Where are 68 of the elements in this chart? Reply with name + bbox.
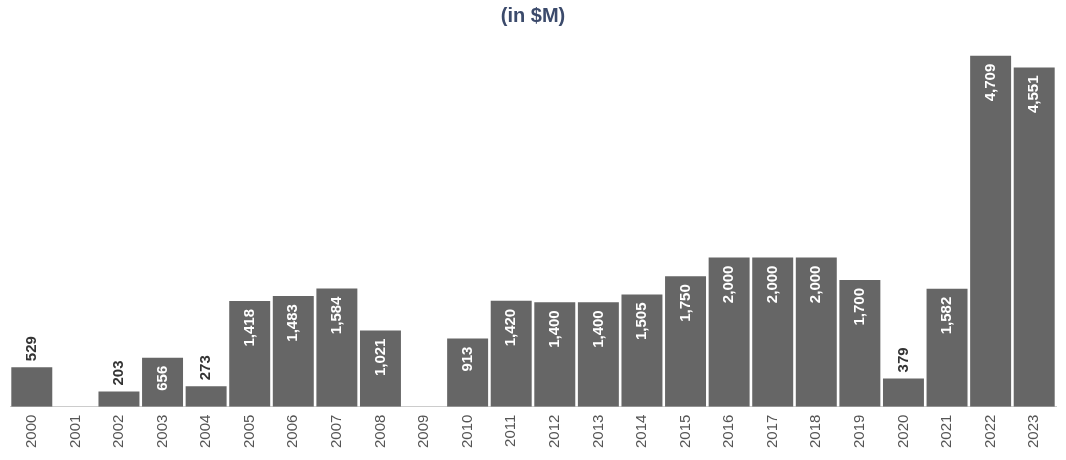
- bar: [359, 330, 401, 407]
- x-tick-label: 2023: [1024, 414, 1042, 449]
- x-tick-label: 2020: [893, 414, 911, 449]
- x-tick-label: 2014: [632, 414, 650, 449]
- x-tick-label: 2019: [850, 414, 868, 449]
- data-label: 1,582: [937, 296, 955, 335]
- data-label: 1,418: [239, 308, 257, 347]
- data-label: 379: [893, 347, 911, 373]
- x-tick-label: 2012: [544, 414, 562, 449]
- data-label: 1,483: [283, 304, 301, 342]
- data-label: 656: [152, 365, 170, 391]
- data-label: 529: [21, 336, 39, 362]
- x-tick-label: 2005: [239, 414, 257, 449]
- x-tick-label: 2013: [588, 414, 606, 449]
- x-tick-label: 2000: [21, 414, 39, 449]
- data-label: 4,709: [980, 63, 998, 102]
- bar: [229, 300, 271, 407]
- x-tick-label: 2011: [501, 414, 519, 447]
- x-tick-label: 2003: [152, 414, 170, 449]
- bar: [839, 279, 881, 407]
- bar: [490, 300, 532, 407]
- bar: [752, 257, 794, 407]
- data-label: 2,000: [762, 265, 780, 304]
- chart-title: (in $M): [500, 3, 566, 26]
- data-label: 1,700: [850, 287, 868, 326]
- bar: [98, 391, 140, 407]
- data-label: 273: [196, 355, 214, 381]
- x-tick-label: 2002: [109, 414, 127, 449]
- x-tick-label: 2018: [806, 414, 824, 449]
- bar: [11, 367, 53, 407]
- x-tick-label: 2022: [980, 414, 998, 449]
- bar: [272, 296, 314, 407]
- bar: [316, 288, 358, 407]
- x-tick-label: 2009: [414, 414, 432, 449]
- data-label: 1,584: [327, 295, 345, 335]
- x-tick-label: 2017: [762, 414, 780, 449]
- x-tick-label: 2007: [327, 414, 345, 449]
- x-tick-label: 2016: [719, 414, 737, 449]
- x-tick-label: 2008: [370, 414, 388, 449]
- data-label: 1,420: [501, 308, 519, 347]
- bar: [795, 257, 837, 407]
- bar: [926, 288, 968, 407]
- x-tick-label: 2010: [457, 414, 475, 449]
- bar: [185, 386, 227, 407]
- data-label: 1,400: [544, 310, 562, 348]
- data-label: 203: [109, 360, 127, 386]
- bar: [708, 257, 750, 407]
- x-tick-label: 2015: [675, 414, 693, 449]
- bar: [665, 276, 707, 407]
- bar: [1013, 67, 1055, 407]
- data-label: 1,505: [632, 302, 650, 341]
- x-tick-label: 2021: [937, 414, 955, 449]
- bar: [621, 294, 663, 407]
- x-tick-label: 2006: [283, 414, 301, 449]
- data-label: 2,000: [719, 265, 737, 304]
- data-label: 1,021: [370, 338, 388, 377]
- data-label: 913: [457, 346, 475, 372]
- data-label: 1,750: [675, 284, 693, 322]
- bar: [534, 302, 576, 407]
- data-label: 4,551: [1024, 75, 1042, 114]
- bar: [882, 378, 924, 407]
- bar: [577, 302, 619, 407]
- data-label: 1,400: [588, 310, 606, 348]
- data-label: 2,000: [806, 265, 824, 304]
- bar: [970, 55, 1012, 407]
- x-tick-label: 2001: [65, 414, 83, 449]
- bar: [447, 338, 489, 407]
- x-tick-label: 2004: [196, 414, 214, 449]
